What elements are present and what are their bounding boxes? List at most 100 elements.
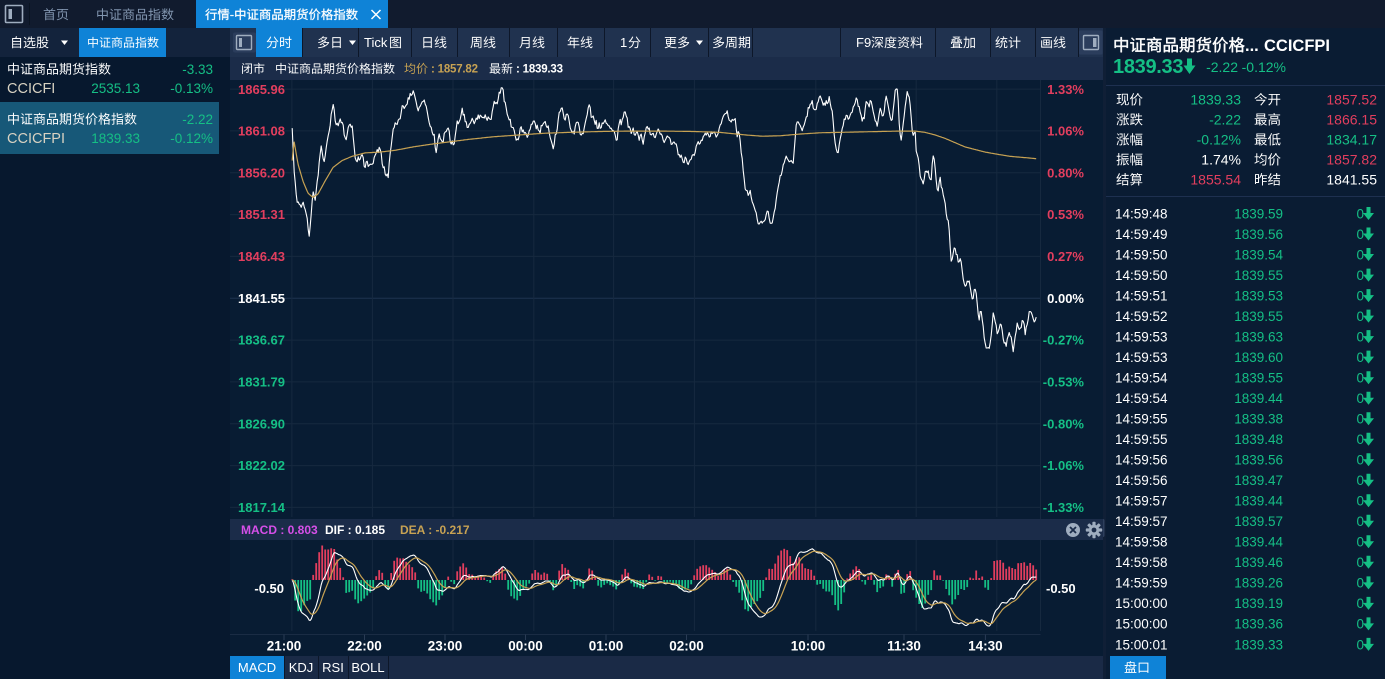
- svg-text:1839.36: 1839.36: [1234, 617, 1283, 632]
- svg-text:CCICFI: CCICFI: [7, 81, 55, 97]
- svg-text:14:59:56: 14:59:56: [1115, 453, 1168, 468]
- svg-text:-0.12%: -0.12%: [170, 131, 213, 146]
- svg-text:0: 0: [1356, 473, 1364, 488]
- svg-text:-2.22: -2.22: [1206, 59, 1238, 75]
- svg-text:1.74%: 1.74%: [1201, 152, 1241, 168]
- svg-text:1857.82: 1857.82: [1326, 152, 1377, 168]
- svg-text:1839.63: 1839.63: [1234, 330, 1283, 345]
- svg-text:...: ...: [1245, 37, 1259, 55]
- svg-text:0: 0: [1356, 514, 1364, 529]
- svg-text:1866.15: 1866.15: [1326, 112, 1377, 128]
- svg-text:1839.54: 1839.54: [1234, 247, 1283, 262]
- svg-text:1839.44: 1839.44: [1234, 391, 1283, 406]
- svg-text:DEA : -0.217: DEA : -0.217: [400, 523, 470, 537]
- svg-text:1839.57: 1839.57: [1234, 514, 1283, 529]
- svg-text:-2.22: -2.22: [182, 112, 213, 127]
- svg-text:0: 0: [1356, 576, 1364, 591]
- svg-text:0: 0: [1356, 268, 1364, 283]
- svg-text:MACD : 0.803: MACD : 0.803: [241, 523, 318, 537]
- svg-text:15:00:01: 15:00:01: [1115, 637, 1168, 652]
- svg-text:14:59:57: 14:59:57: [1115, 514, 1168, 529]
- svg-text:0: 0: [1356, 412, 1364, 427]
- svg-text:0: 0: [1356, 596, 1364, 611]
- svg-text:-0.12%: -0.12%: [1242, 59, 1286, 75]
- svg-text:1839.44: 1839.44: [1234, 535, 1283, 550]
- svg-text:MACD: MACD: [238, 660, 276, 675]
- svg-text:14:59:55: 14:59:55: [1115, 412, 1168, 427]
- svg-text:1817.14: 1817.14: [238, 500, 286, 515]
- svg-text:0: 0: [1356, 617, 1364, 632]
- svg-text:-0.50: -0.50: [1046, 581, 1076, 596]
- svg-text:1826.90: 1826.90: [238, 416, 285, 431]
- svg-text:-1.06%: -1.06%: [1043, 458, 1085, 473]
- svg-text:0: 0: [1356, 432, 1364, 447]
- svg-text:14:59:57: 14:59:57: [1115, 494, 1168, 509]
- svg-text:1839.56: 1839.56: [1234, 453, 1283, 468]
- svg-text:1.06%: 1.06%: [1047, 124, 1084, 139]
- svg-text:1846.43: 1846.43: [238, 249, 285, 264]
- svg-text:1857.52: 1857.52: [1326, 92, 1377, 108]
- svg-text:0: 0: [1356, 206, 1364, 221]
- svg-text:-0.12%: -0.12%: [1197, 132, 1241, 148]
- svg-text:1839.33: 1839.33: [1113, 56, 1183, 78]
- svg-text:-0.27%: -0.27%: [1043, 333, 1085, 348]
- svg-text:0: 0: [1356, 494, 1364, 509]
- svg-text:0.80%: 0.80%: [1047, 165, 1084, 180]
- svg-text:1839.33: 1839.33: [91, 131, 140, 146]
- svg-text:0.53%: 0.53%: [1047, 207, 1084, 222]
- svg-text:1861.08: 1861.08: [238, 124, 285, 139]
- svg-text:14:59:48: 14:59:48: [1115, 206, 1168, 221]
- svg-text:14:59:53: 14:59:53: [1115, 350, 1168, 365]
- svg-text:-3.33: -3.33: [182, 62, 213, 77]
- svg-text:KDJ: KDJ: [289, 660, 314, 675]
- svg-text:1856.20: 1856.20: [238, 165, 285, 180]
- svg-text:1831.79: 1831.79: [238, 375, 285, 390]
- svg-text:14:59:55: 14:59:55: [1115, 432, 1168, 447]
- svg-text:1839.48: 1839.48: [1234, 432, 1283, 447]
- svg-text:14:59:51: 14:59:51: [1115, 288, 1168, 303]
- svg-text:0: 0: [1356, 288, 1364, 303]
- svg-text:RSI: RSI: [322, 660, 344, 675]
- svg-text:14:59:58: 14:59:58: [1115, 555, 1168, 570]
- svg-text:-2.22: -2.22: [1209, 112, 1241, 128]
- svg-text:1855.54: 1855.54: [1190, 172, 1241, 188]
- svg-text:0: 0: [1356, 309, 1364, 324]
- svg-text:-1.33%: -1.33%: [1043, 500, 1085, 515]
- svg-text:0: 0: [1356, 330, 1364, 345]
- svg-text:1839.33: 1839.33: [1190, 92, 1241, 108]
- svg-text:15:00:00: 15:00:00: [1115, 617, 1168, 632]
- svg-text:1822.02: 1822.02: [238, 458, 285, 473]
- svg-text:11:30: 11:30: [887, 638, 921, 653]
- svg-text:1839.56: 1839.56: [1234, 227, 1283, 242]
- svg-text:0: 0: [1356, 453, 1364, 468]
- svg-text:02:00: 02:00: [669, 638, 704, 653]
- svg-text:0: 0: [1356, 227, 1364, 242]
- svg-text:1839.60: 1839.60: [1234, 350, 1283, 365]
- svg-text:1839.53: 1839.53: [1234, 288, 1283, 303]
- svg-text:0.27%: 0.27%: [1047, 249, 1084, 264]
- svg-text:14:59:50: 14:59:50: [1115, 247, 1168, 262]
- svg-text:23:00: 23:00: [428, 638, 463, 653]
- svg-text:: 1839.33: : 1839.33: [516, 64, 563, 76]
- svg-text:-0.53%: -0.53%: [1043, 375, 1085, 390]
- svg-text:15:00:00: 15:00:00: [1115, 596, 1168, 611]
- svg-text:14:59:50: 14:59:50: [1115, 268, 1168, 283]
- svg-text:14:59:59: 14:59:59: [1115, 576, 1168, 591]
- svg-text:1841.55: 1841.55: [238, 291, 285, 306]
- svg-text:0: 0: [1356, 535, 1364, 550]
- svg-text:0: 0: [1356, 391, 1364, 406]
- svg-text:0: 0: [1356, 371, 1364, 386]
- svg-text:14:30: 14:30: [968, 638, 1003, 653]
- svg-text:CCICFPI: CCICFPI: [1264, 37, 1330, 55]
- svg-text:0.00%: 0.00%: [1047, 291, 1084, 306]
- svg-text:1.33%: 1.33%: [1047, 82, 1084, 97]
- svg-text:0: 0: [1356, 637, 1364, 652]
- svg-text:1839.59: 1839.59: [1234, 206, 1283, 221]
- svg-text:1839.33: 1839.33: [1234, 637, 1283, 652]
- svg-text:14:59:54: 14:59:54: [1115, 371, 1168, 386]
- svg-text:1839.26: 1839.26: [1234, 576, 1283, 591]
- svg-text:1839.19: 1839.19: [1234, 596, 1283, 611]
- svg-text:1836.67: 1836.67: [238, 333, 285, 348]
- svg-text:14:59:54: 14:59:54: [1115, 391, 1168, 406]
- svg-text:14:59:56: 14:59:56: [1115, 473, 1168, 488]
